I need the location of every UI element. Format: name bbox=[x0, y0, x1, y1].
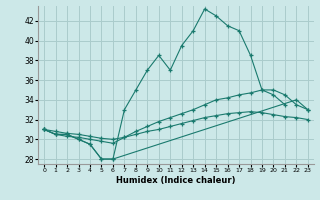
X-axis label: Humidex (Indice chaleur): Humidex (Indice chaleur) bbox=[116, 176, 236, 185]
